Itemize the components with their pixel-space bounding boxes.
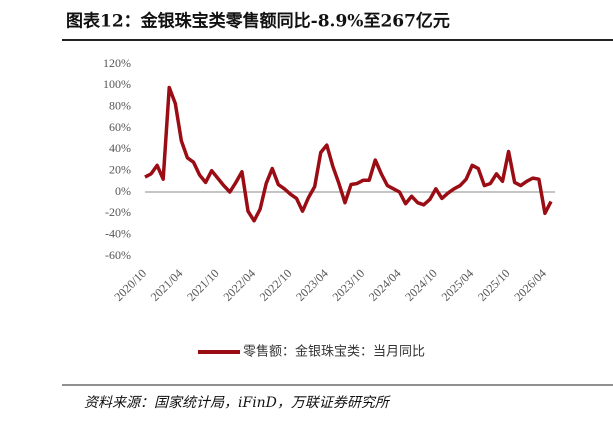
x-tick-label: 2025/04: [439, 266, 477, 304]
x-tick-label: 2024/10: [402, 266, 440, 304]
y-tick-label: 100%: [103, 77, 131, 91]
chart-title: 图表12：金银珠宝类零售额同比-8.9%至267亿元: [66, 11, 450, 32]
source: 资料来源：国家统计局，iFinD，万联证券研究所: [84, 395, 391, 411]
y-tick-label: 40%: [109, 141, 131, 155]
y-tick-label: -60%: [105, 248, 131, 262]
x-tick-label: 2021/10: [184, 266, 222, 304]
x-tick-label: 2024/04: [366, 266, 404, 304]
x-tick-label: 2023/04: [293, 266, 331, 304]
x-tick-label: 2025/10: [475, 266, 513, 304]
x-tick-label: 2020/10: [111, 266, 149, 304]
x-tick-label: 2026/04: [511, 266, 549, 304]
x-tick-label: 2022/10: [257, 266, 295, 304]
x-tick-label: 2023/10: [329, 266, 367, 304]
x-tick-label: 2021/04: [148, 266, 186, 304]
y-tick-label: -20%: [105, 205, 131, 219]
legend-label: 零售额：金银珠宝类：当月同比: [243, 344, 425, 360]
x-tick-label: 2022/04: [220, 266, 258, 304]
y-tick-label: -40%: [105, 226, 131, 240]
y-tick-label: 0%: [115, 184, 131, 198]
y-tick-label: 120%: [103, 56, 131, 70]
y-tick-label: 20%: [109, 162, 131, 176]
y-tick-label: 60%: [109, 120, 131, 134]
line: [144, 85, 553, 223]
y-tick-label: 80%: [109, 98, 131, 112]
